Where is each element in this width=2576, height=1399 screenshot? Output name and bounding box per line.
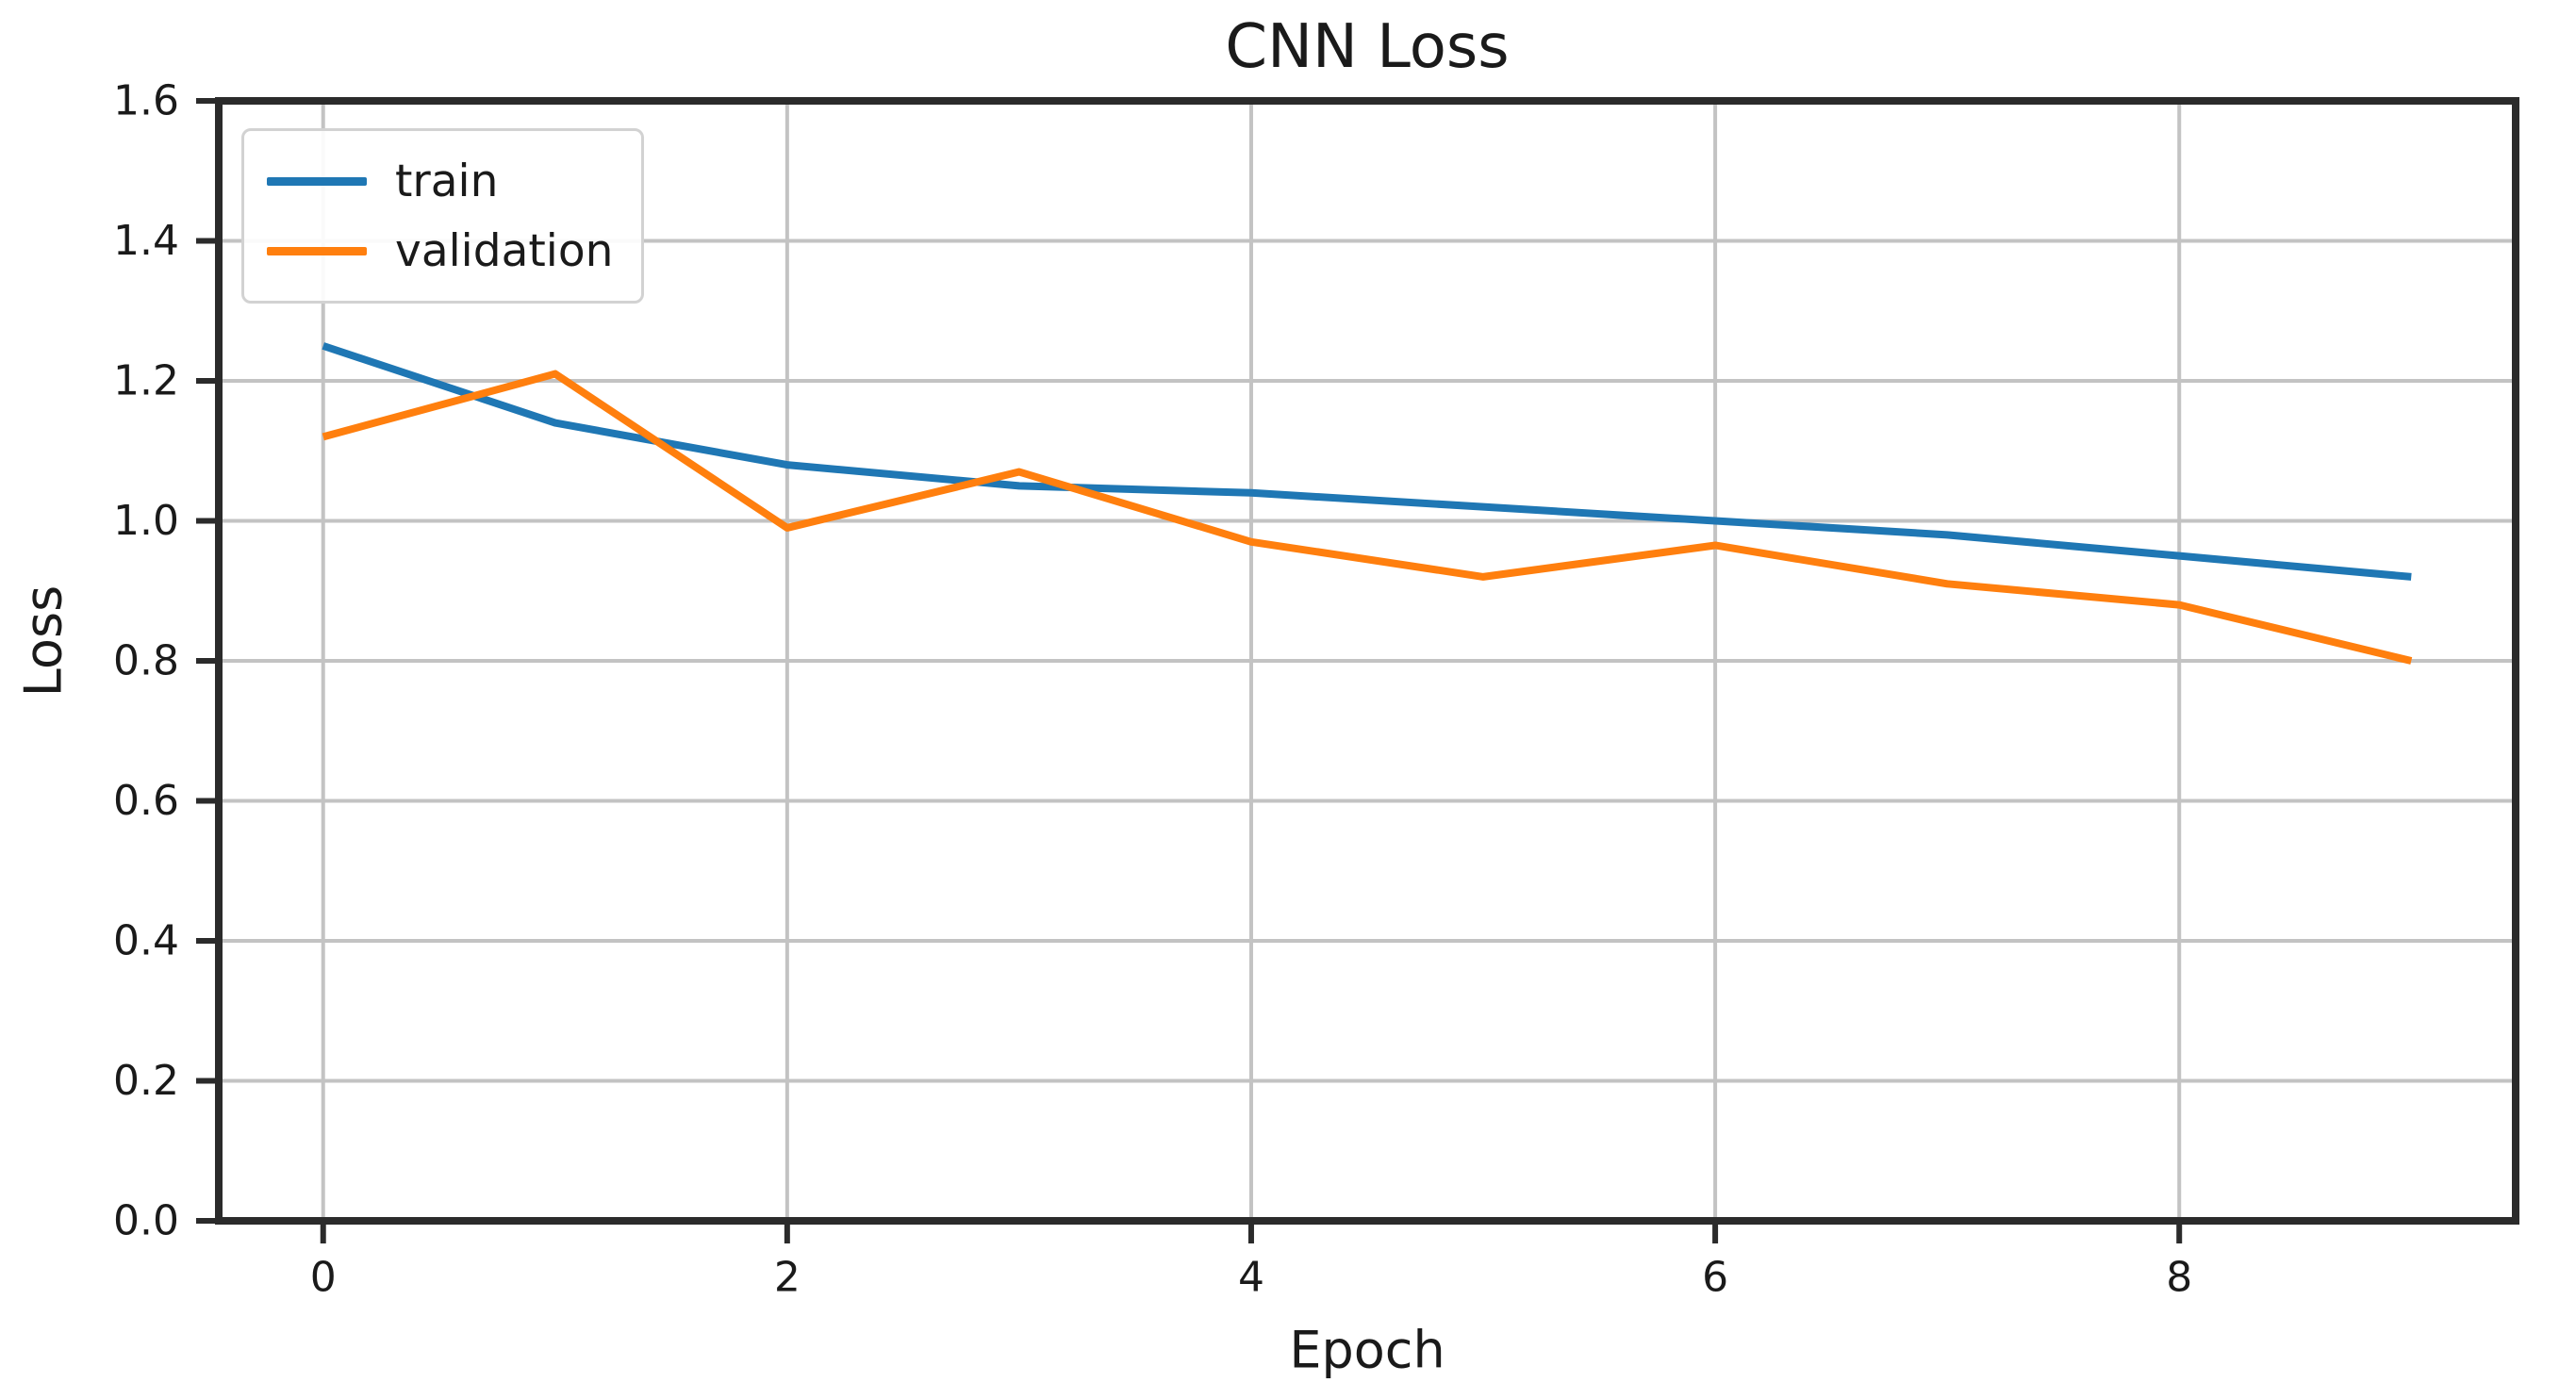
legend-line-sample: [267, 176, 367, 186]
chart-title: CNN Loss: [1225, 12, 1510, 82]
y-tick-label: 0.6: [113, 777, 179, 825]
y-tick-label: 0.0: [113, 1197, 179, 1245]
y-tick-label: 0.2: [113, 1057, 179, 1105]
y-tick-label: 0.8: [113, 637, 179, 685]
y-tick-label: 1.2: [113, 357, 179, 405]
train-line: [322, 342, 2412, 581]
x-tick-label: 4: [1238, 1254, 1264, 1302]
legend-label: train: [395, 155, 499, 207]
legend-item: validation: [267, 216, 613, 286]
legend-label: validation: [395, 224, 614, 277]
y-axis-label: Loss: [13, 584, 74, 698]
legend-item: train: [267, 146, 613, 216]
y-tick-label: 1.4: [113, 217, 179, 265]
x-tick-label: 8: [2166, 1254, 2192, 1302]
legend: train validation: [241, 128, 645, 304]
x-tick-label: 2: [774, 1254, 801, 1302]
x-tick-label: 6: [1702, 1254, 1728, 1302]
validation-line: [322, 370, 2413, 665]
y-tick-label: 0.4: [113, 917, 179, 965]
x-axis-label: Epoch: [1289, 1320, 1445, 1380]
y-tick-label: 1.0: [113, 497, 179, 545]
y-tick-label: 1.6: [113, 77, 179, 125]
legend-line-sample: [267, 246, 367, 255]
x-tick-label: 0: [310, 1254, 337, 1302]
